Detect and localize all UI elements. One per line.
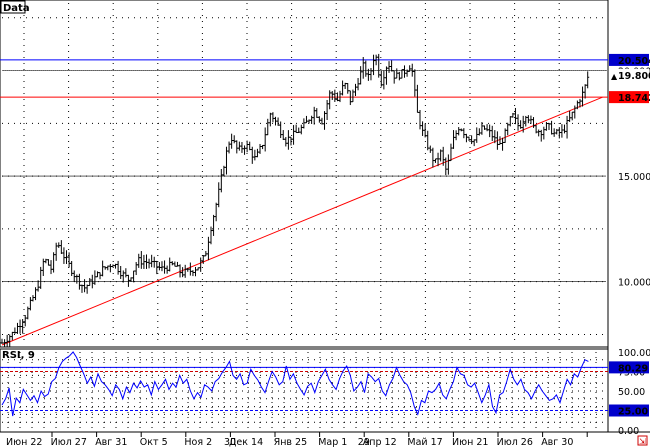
time-tick-label: Июл 26	[497, 437, 533, 448]
chart-title: Data	[3, 3, 30, 14]
time-tick-label: Ноя 2	[184, 437, 212, 448]
price-level-tag	[609, 53, 649, 66]
rsi-tick-label: 0.00	[618, 426, 639, 437]
scroll-corner-icon: ⇲	[639, 437, 646, 446]
main-chart-panel[interactable]	[0, 0, 609, 348]
rsi-tick-label: 50.00	[618, 387, 645, 398]
rsi-line	[1, 351, 589, 417]
chart-title-box	[0, 0, 26, 14]
time-tick-label: Окт 5	[140, 437, 168, 448]
rsi-series	[1, 351, 589, 417]
time-tick-label: Янв 25	[274, 437, 308, 448]
price-level-tag-text: 18.742	[618, 93, 650, 104]
last-price-arrow-icon: ▲	[611, 72, 618, 81]
scroll-corner-button[interactable]	[637, 435, 648, 446]
rsi-level-tag	[609, 361, 649, 374]
time-axis-labels: Июн 22 Июл 27 Авг 31 Окт 5 Ноя 2 Дек 14 Янв 25…	[6, 432, 588, 448]
rsi-level-tag-text: 80.29	[618, 363, 648, 374]
last-price-tag	[609, 68, 649, 81]
price-level-tag	[609, 91, 649, 104]
rsi-tick-label: 100.00	[618, 348, 650, 359]
time-tick-label: Дек 14	[229, 437, 263, 448]
time-tick-label: Июн 22	[6, 437, 42, 448]
time-tick-label: Мар 1	[318, 437, 347, 448]
time-tick-label-extra: 29	[358, 437, 370, 448]
price-level-tag-text: 20.504	[618, 56, 650, 67]
rsi-panel[interactable]	[0, 348, 609, 433]
time-tick-label: Июл 27	[51, 437, 87, 448]
price-tick-label: 10.000	[618, 278, 650, 289]
time-tick-label: Май 17	[407, 437, 442, 448]
time-tick-label: Авг 30	[541, 437, 573, 448]
rsi-level-tag-text: 25.00	[618, 407, 648, 418]
last-price-text: 19.800	[618, 71, 650, 82]
price-tick-label: 15.000	[618, 172, 650, 183]
time-tick-label: Авг 31	[95, 437, 127, 448]
price-axis-labels: 10.00015.00020.00020.50418.742▲19.8000.0…	[609, 53, 650, 437]
rsi-level-tag	[609, 404, 649, 417]
time-tick-label: Июн 21	[452, 437, 488, 448]
rsi-title: RSI, 9	[2, 350, 35, 361]
rsi-levels	[0, 366, 608, 411]
time-tick-label-extra: 30	[224, 437, 236, 448]
price-bars	[0, 53, 590, 348]
rsi-grid	[2, 352, 606, 430]
time-tick-label: Апр 12	[363, 437, 397, 448]
